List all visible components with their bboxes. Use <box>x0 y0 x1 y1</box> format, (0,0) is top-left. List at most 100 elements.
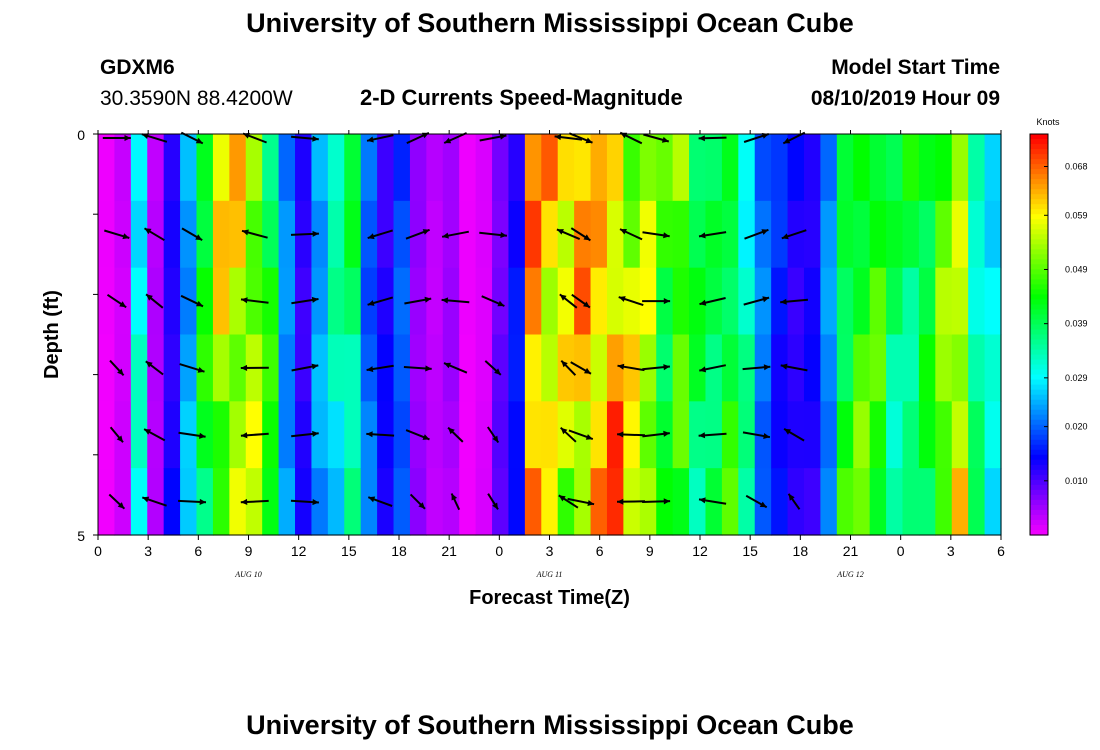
heatmap-cell <box>196 200 214 269</box>
heatmap-cell <box>754 267 772 336</box>
current-vector-arrowhead <box>761 229 769 235</box>
colorbar-tick-label: 0.039 <box>1065 319 1088 329</box>
colorbar-segment <box>1030 529 1048 536</box>
current-vector-arrowhead <box>366 431 373 438</box>
heatmap-cell <box>820 334 838 402</box>
heatmap-cell <box>557 200 575 269</box>
heatmap-cell <box>951 200 969 269</box>
current-vector-arrowhead <box>367 136 374 143</box>
heatmap-cell <box>524 334 542 402</box>
colorbar-segment <box>1030 439 1048 446</box>
x-tick-label: 3 <box>546 543 554 559</box>
colorbar-segment <box>1030 389 1048 396</box>
current-vector-arrowhead <box>494 368 501 375</box>
heatmap-cell <box>130 401 148 469</box>
x-tick-label: 12 <box>692 543 708 559</box>
heatmap-cell <box>853 134 871 202</box>
heatmap-cell <box>344 468 362 536</box>
heatmap-cell <box>771 267 789 336</box>
heatmap-cell <box>639 134 657 202</box>
current-vector-arrowhead <box>117 368 124 376</box>
heatmap-cell <box>114 200 132 269</box>
heatmap-cell <box>524 267 542 336</box>
heatmap-cell <box>311 134 329 202</box>
heatmap-cell <box>853 334 871 402</box>
heatmap-cell <box>278 334 296 402</box>
heatmap-cell <box>803 134 821 202</box>
heatmap-cell <box>771 468 789 536</box>
colorbar-segment <box>1030 299 1048 306</box>
current-vector-arrowhead <box>144 228 152 235</box>
current-vector-arrowhead <box>116 435 123 443</box>
heatmap-cell <box>475 468 493 536</box>
heatmap-cell <box>180 334 198 402</box>
heatmap-cell <box>377 134 395 202</box>
heatmap-cell <box>311 267 329 336</box>
heatmap-cell <box>869 468 887 536</box>
heatmap-cell <box>606 134 624 202</box>
heatmap-cell <box>984 468 1002 536</box>
heatmap-cell <box>836 401 854 469</box>
colorbar-segment <box>1030 514 1048 521</box>
colorbar-segment <box>1030 199 1048 205</box>
heatmap-cell <box>426 267 444 336</box>
heatmap-cell <box>918 334 936 402</box>
colorbar-segment <box>1030 269 1048 275</box>
colorbar-segment <box>1030 289 1048 295</box>
heatmap-cell <box>902 334 920 402</box>
current-vector-arrowhead <box>367 233 375 240</box>
current-vector-arrowhead <box>312 430 319 437</box>
heatmap-cell <box>672 200 690 269</box>
heatmap-cell <box>327 334 345 402</box>
heatmap-cell <box>163 200 181 269</box>
heatmap-cell <box>311 401 329 469</box>
heatmap-cell <box>409 134 427 202</box>
heatmap-cell <box>886 200 904 269</box>
heatmap-cell <box>918 468 936 536</box>
colorbar-segment <box>1030 189 1048 195</box>
current-vector-arrowhead <box>663 430 670 437</box>
heatmap-cell <box>508 267 526 336</box>
current-vector-arrowhead <box>197 367 205 373</box>
heatmap-cell <box>771 200 789 269</box>
current-vector-arrowhead <box>422 434 430 440</box>
heatmap-cell <box>968 468 986 536</box>
heatmap-cell <box>672 134 690 202</box>
colorbar-segment <box>1030 489 1048 496</box>
heatmap-cell <box>524 468 542 536</box>
heatmap-cell <box>935 200 953 269</box>
heatmap-cell <box>524 401 542 469</box>
heatmap-cell <box>524 200 542 269</box>
colorbar-segment <box>1030 464 1048 471</box>
heatmap-cell <box>590 334 608 402</box>
current-vector-arrowhead <box>783 137 791 144</box>
heatmap-cell <box>360 267 378 336</box>
colorbar-segment <box>1030 134 1048 140</box>
colorbar-segment <box>1030 279 1048 285</box>
heatmap-cell <box>180 267 198 336</box>
x-tick-label: 12 <box>291 543 307 559</box>
colorbar-segment <box>1030 434 1048 441</box>
colorbar-segment <box>1030 364 1048 371</box>
heatmap-cell <box>229 468 247 536</box>
x-tick-label: 6 <box>596 543 604 559</box>
heatmap-cell <box>689 334 707 402</box>
heatmap-cell <box>475 334 493 402</box>
current-vector-arrowhead <box>699 497 706 504</box>
heatmap-cell <box>689 401 707 469</box>
current-vector-arrowhead <box>199 432 206 439</box>
station-id: GDXM6 <box>100 56 175 79</box>
colorbar-segment <box>1030 274 1048 280</box>
heatmap-cell <box>606 401 624 469</box>
heatmap-cell <box>492 468 510 536</box>
current-vector-arrowhead <box>124 135 131 141</box>
heatmap-cell <box>278 267 296 336</box>
x-tick-label: 15 <box>742 543 758 559</box>
heatmap-cell <box>426 200 444 269</box>
heatmap-cell <box>459 334 477 402</box>
x-tick-label: 21 <box>843 543 859 559</box>
current-vector-arrowhead <box>554 134 562 141</box>
current-vector-arrowhead <box>499 133 507 140</box>
x-tick-label: 18 <box>391 543 407 559</box>
current-vector-arrowhead <box>142 496 150 503</box>
